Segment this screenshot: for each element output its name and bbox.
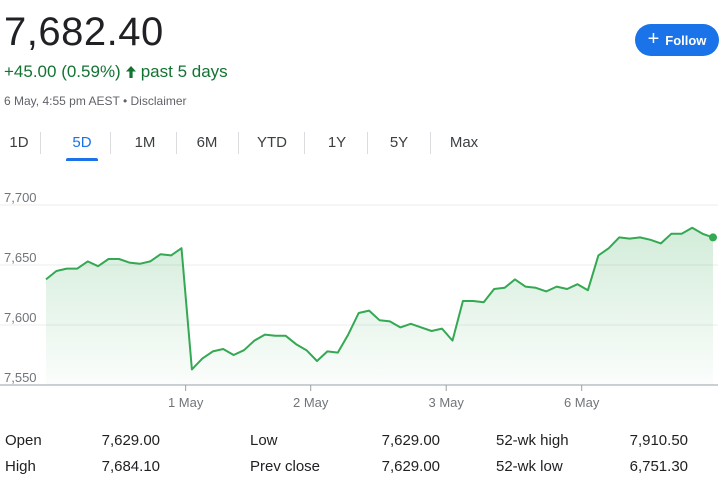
- stat-value: 7,629.00: [381, 432, 440, 449]
- tab-5d[interactable]: 5D: [58, 125, 106, 161]
- price-change: +45.00 (0.59%) past 5 days: [4, 62, 228, 82]
- stat-label: Open: [5, 432, 42, 449]
- tab-1d[interactable]: 1D: [0, 125, 38, 159]
- tab-label: 1M: [134, 133, 156, 151]
- stat-value: 7,910.50: [629, 432, 688, 449]
- tab-divider: [40, 132, 41, 154]
- change-period: past 5 days: [140, 62, 228, 81]
- follow-button[interactable]: + Follow: [635, 24, 719, 56]
- plus-icon: +: [647, 28, 660, 50]
- tab-divider: [110, 132, 111, 154]
- y-tick-label: 7,700: [4, 190, 37, 205]
- disclaimer-link[interactable]: Disclaimer: [130, 94, 187, 108]
- y-tick-label: 7,600: [4, 310, 37, 325]
- stat-label: Prev close: [250, 458, 321, 475]
- stat-label: 52-wk high: [496, 432, 569, 449]
- meta-separator: •: [122, 94, 128, 108]
- current-price: 7,682.40: [4, 10, 164, 54]
- change-value: +45.00 (0.59%): [4, 62, 121, 81]
- stat-label: High: [5, 458, 36, 475]
- y-tick-label: 7,550: [4, 370, 37, 385]
- timestamp: 6 May, 4:55 pm AEST: [4, 94, 120, 108]
- tab-ytd[interactable]: YTD: [246, 125, 298, 159]
- tab-divider: [367, 132, 368, 154]
- tab-divider: [176, 132, 177, 154]
- series-area: [46, 227, 713, 385]
- tab-5y[interactable]: 5Y: [376, 125, 422, 159]
- stat-label: Low: [250, 432, 278, 449]
- tab-label: 1Y: [327, 133, 347, 151]
- tab-label: 1D: [9, 133, 29, 151]
- tab-max[interactable]: Max: [440, 125, 488, 159]
- series-line: [45, 226, 714, 371]
- time-range-tabs: 1D 5D 1M 6M YTD 1Y 5Y Max: [0, 125, 726, 161]
- stat-value: 6,751.30: [629, 458, 688, 475]
- quote-meta: 6 May, 4:55 pm AEST • Disclaimer: [4, 94, 187, 108]
- x-tick-label: 1 May: [168, 395, 204, 410]
- tab-1y[interactable]: 1Y: [314, 125, 360, 159]
- stat-label: 52-wk low: [496, 458, 563, 475]
- tab-divider: [430, 132, 431, 154]
- tab-label: YTD: [257, 133, 287, 151]
- last-point-dot: [709, 233, 717, 242]
- y-tick-label: 7,650: [4, 250, 37, 265]
- tab-1m[interactable]: 1M: [122, 125, 168, 159]
- stat-value: 7,629.00: [101, 432, 160, 449]
- price-chart[interactable]: 7,700 7,650 7,600 7,550 1 May 2 May 3 May 6 May: [0, 190, 726, 420]
- x-tick-label: 3 May: [428, 395, 464, 410]
- tab-divider: [238, 132, 239, 154]
- tab-label: 6M: [196, 133, 218, 151]
- tab-divider: [304, 132, 305, 154]
- tab-label: 5Y: [389, 133, 409, 151]
- tab-6m[interactable]: 6M: [184, 125, 230, 159]
- tab-label: 5D: [72, 133, 92, 151]
- follow-label: Follow: [665, 32, 707, 48]
- tab-label: Max: [449, 133, 479, 151]
- x-tick-label: 2 May: [293, 395, 329, 410]
- x-tick-label: 6 May: [564, 395, 600, 410]
- stat-value: 7,629.00: [381, 458, 440, 475]
- arrow-up-icon: [125, 66, 136, 78]
- stat-value: 7,684.10: [101, 458, 160, 475]
